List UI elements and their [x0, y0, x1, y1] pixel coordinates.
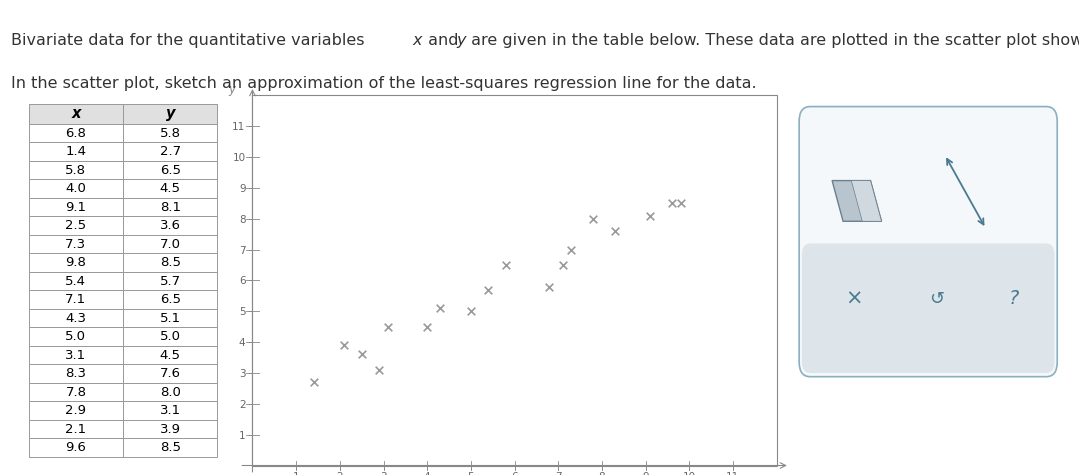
Point	[480, 286, 497, 294]
Point	[641, 212, 658, 219]
Point	[419, 323, 436, 331]
Text: ×: ×	[845, 289, 863, 309]
Text: In the scatter plot, sketch an approximation of the least-squares regression lin: In the scatter plot, sketch an approxima…	[11, 76, 756, 91]
Point	[664, 200, 681, 207]
Point	[541, 283, 558, 290]
Point	[370, 366, 387, 374]
Point	[353, 351, 370, 358]
Point	[305, 379, 323, 386]
Point	[497, 261, 515, 269]
Point	[336, 342, 353, 349]
Point	[562, 246, 579, 254]
Text: ?: ?	[1008, 289, 1019, 308]
Text: y: y	[456, 33, 466, 48]
Text: ↺: ↺	[929, 290, 944, 308]
Bar	[252, 95, 777, 466]
Polygon shape	[851, 180, 882, 221]
Point	[432, 304, 449, 312]
Point	[462, 307, 479, 315]
FancyBboxPatch shape	[802, 244, 1054, 373]
Text: y: y	[228, 83, 235, 96]
Text: x: x	[412, 33, 422, 48]
Polygon shape	[832, 180, 882, 221]
Point	[379, 323, 396, 331]
Text: are given in the table below. These data are plotted in the scatter plot shown n: are given in the table below. These data…	[466, 33, 1079, 48]
Point	[672, 200, 689, 207]
Point	[585, 215, 602, 223]
Point	[554, 261, 571, 269]
Text: and: and	[423, 33, 464, 48]
Text: Bivariate data for the quantitative variables: Bivariate data for the quantitative vari…	[11, 33, 369, 48]
FancyBboxPatch shape	[800, 106, 1057, 377]
Point	[606, 228, 624, 235]
